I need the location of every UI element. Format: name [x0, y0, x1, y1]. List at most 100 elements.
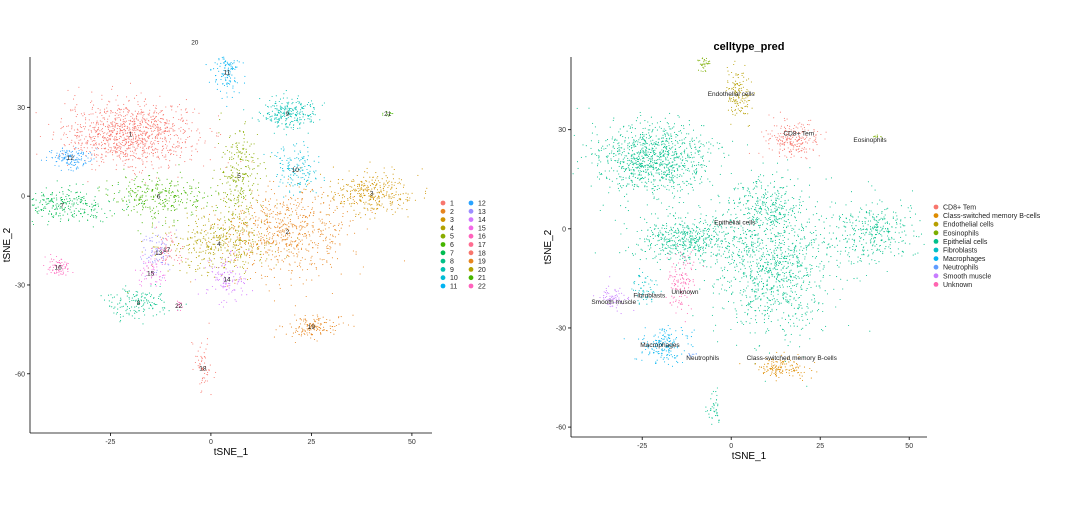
data-point	[304, 233, 305, 234]
data-point	[145, 200, 146, 201]
data-point	[98, 134, 99, 135]
data-point	[395, 194, 396, 195]
data-point	[229, 261, 230, 262]
data-point	[187, 238, 188, 239]
data-point	[158, 127, 159, 128]
data-point	[109, 130, 110, 131]
data-point	[326, 223, 327, 224]
data-point	[273, 268, 274, 269]
data-point	[250, 175, 251, 176]
data-point	[155, 184, 156, 185]
data-point	[128, 192, 129, 193]
data-point	[93, 210, 94, 211]
data-point	[176, 230, 177, 231]
data-point	[213, 237, 214, 238]
data-point	[153, 168, 154, 169]
data-point	[109, 306, 110, 307]
data-point	[253, 162, 254, 163]
data-point	[299, 113, 300, 114]
data-point	[154, 140, 155, 141]
data-point	[232, 290, 233, 291]
data-point	[165, 280, 166, 281]
data-point	[381, 191, 382, 192]
data-point	[162, 110, 163, 111]
data-point	[193, 229, 194, 230]
data-point	[349, 225, 350, 226]
data-point	[215, 289, 216, 290]
data-point	[277, 121, 278, 122]
data-point	[296, 157, 297, 158]
data-point	[75, 107, 76, 108]
data-point	[76, 136, 77, 137]
data-point	[146, 161, 147, 162]
data-point	[87, 219, 88, 220]
data-point	[325, 228, 326, 229]
data-point	[257, 158, 258, 159]
data-point	[198, 191, 199, 192]
data-point	[169, 193, 170, 194]
data-point	[95, 143, 96, 144]
data-point	[63, 158, 64, 159]
data-point	[135, 192, 136, 193]
data-point	[314, 197, 315, 198]
data-point	[108, 149, 109, 150]
data-point	[317, 326, 318, 327]
data-point	[243, 62, 244, 63]
data-point	[144, 145, 145, 146]
data-point	[102, 128, 103, 129]
data-point	[152, 199, 153, 200]
data-point	[619, 149, 620, 150]
data-point	[241, 281, 242, 282]
data-point	[240, 211, 241, 212]
data-point	[237, 249, 238, 250]
data-point	[61, 170, 62, 171]
data-point	[146, 236, 147, 237]
data-point	[159, 130, 160, 131]
data-point	[296, 330, 297, 331]
data-point	[333, 236, 334, 237]
data-point	[180, 155, 181, 156]
data-point	[40, 136, 41, 137]
data-point	[277, 235, 278, 236]
data-point	[384, 167, 385, 168]
data-point	[47, 224, 48, 225]
data-point	[267, 216, 268, 217]
data-point	[65, 152, 66, 153]
data-point	[155, 128, 156, 129]
data-point	[292, 225, 293, 226]
data-point	[282, 221, 283, 222]
data-point	[96, 122, 97, 123]
data-point	[426, 188, 427, 189]
data-point	[112, 185, 113, 186]
data-point	[361, 182, 362, 183]
data-point	[276, 176, 277, 177]
data-point	[367, 189, 368, 190]
data-point	[162, 307, 163, 308]
data-point	[269, 214, 270, 215]
data-point	[232, 88, 233, 89]
data-point	[95, 215, 96, 216]
data-point	[297, 202, 298, 203]
data-point	[330, 186, 331, 187]
data-point	[66, 126, 67, 127]
data-point	[156, 242, 157, 243]
data-point	[277, 203, 278, 204]
data-point	[264, 221, 265, 222]
data-point	[288, 226, 289, 227]
data-point	[76, 137, 77, 138]
data-point	[318, 318, 319, 319]
data-point	[234, 260, 235, 261]
data-point	[337, 258, 338, 259]
data-point	[299, 263, 300, 264]
data-point	[228, 250, 229, 251]
data-point	[264, 235, 265, 236]
data-point	[230, 234, 231, 235]
data-point	[119, 112, 120, 113]
data-point	[342, 189, 343, 190]
data-point	[283, 129, 284, 130]
data-point	[301, 192, 302, 193]
data-point	[246, 151, 247, 152]
data-point	[391, 187, 392, 188]
data-point	[209, 242, 210, 243]
data-point	[130, 83, 131, 84]
